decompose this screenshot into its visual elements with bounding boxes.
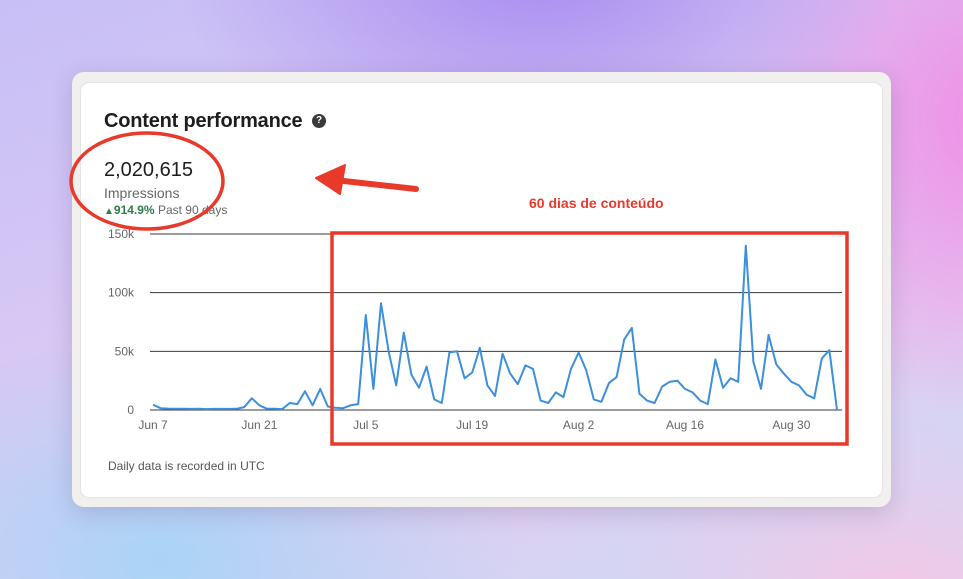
x-tick-label: Jul 5	[353, 418, 379, 432]
highlight-circle	[69, 131, 225, 231]
series-line-impressions	[152, 244, 838, 411]
x-tick-label: Aug 30	[772, 418, 810, 432]
impressions-label: Impressions	[104, 185, 180, 201]
x-tick-label: Jul 19	[456, 418, 488, 432]
card-title: Content performance	[104, 110, 303, 132]
annotation-label: 60 dias de conteúdo	[529, 195, 664, 211]
delta-value: 914.9%	[113, 203, 155, 217]
x-tick-label: Jun 7	[138, 418, 168, 432]
x-tick-label: Jun 21	[241, 418, 277, 432]
question-circle-icon[interactable]: ?	[312, 114, 326, 128]
x-tick-label: Aug 2	[563, 418, 595, 432]
y-tick-label: 0	[127, 403, 134, 417]
y-tick-label: 50k	[115, 344, 135, 358]
annotation-arrow-head	[315, 164, 346, 195]
impressions-total: 2,020,615	[104, 159, 193, 181]
annotation-arrow-shaft	[332, 177, 419, 192]
x-tick-label: Aug 16	[666, 418, 704, 432]
highlight-box	[330, 231, 849, 446]
delta-row: ▲914.9% Past 90 days	[104, 203, 227, 217]
triangle-up-icon: ▲	[104, 206, 114, 217]
y-tick-label: 100k	[108, 286, 135, 300]
utc-footnote: Daily data is recorded in UTC	[108, 459, 265, 473]
y-tick-label: 150k	[108, 227, 135, 241]
